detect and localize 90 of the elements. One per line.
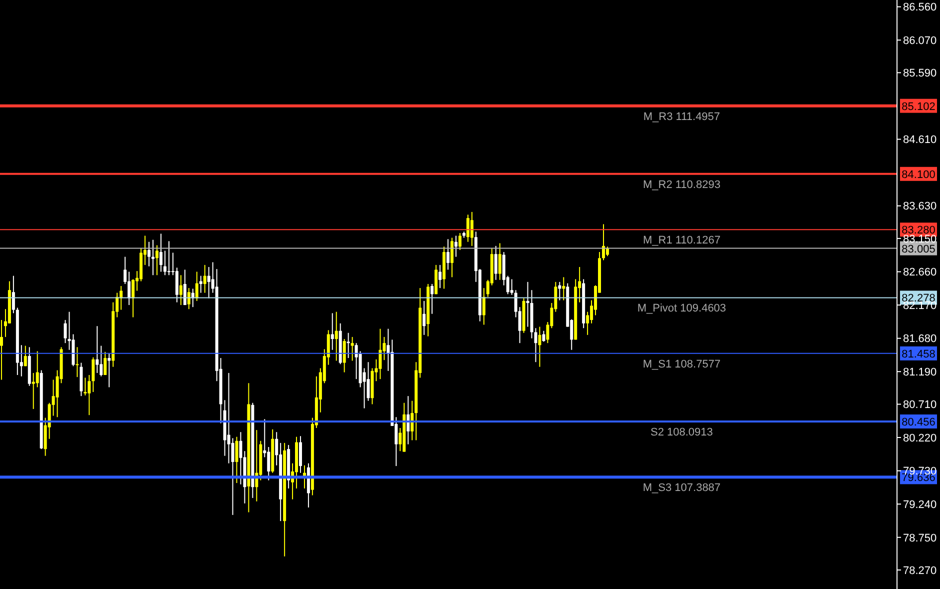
- candlestick: [235, 436, 238, 484]
- annotation: M_R1 110.1267: [642, 234, 720, 247]
- annotation: M_R3 111.4957: [643, 110, 720, 123]
- candlestick: [354, 342, 358, 380]
- candlestick: [175, 267, 178, 303]
- candlestick: [199, 275, 202, 294]
- candlestick: [96, 326, 99, 374]
- candlestick: [183, 269, 186, 306]
- candlestick: [466, 214, 470, 242]
- y-tick-label: 81.190: [903, 366, 937, 379]
- candlestick: [538, 326, 542, 368]
- candlestick: [458, 232, 462, 250]
- candlestick: [151, 239, 154, 276]
- candlestick: [195, 271, 198, 302]
- candlestick: [602, 224, 605, 261]
- candlestick: [227, 372, 230, 464]
- candlestick: [334, 311, 338, 362]
- candlestick: [163, 250, 166, 276]
- candlestick: [36, 350, 39, 388]
- candlestick: [366, 362, 370, 402]
- ref-line-label: 85.102: [902, 100, 936, 113]
- annotation: S2 108.0913: [650, 426, 713, 438]
- candlestick: [64, 319, 67, 344]
- candlestick: [450, 237, 454, 278]
- y-tick-label: 78.270: [903, 564, 937, 577]
- candlestick: [410, 400, 414, 441]
- candlestick: [0, 319, 3, 380]
- candlestick: [267, 446, 270, 481]
- candlestick: [498, 242, 502, 280]
- candlestick: [446, 238, 450, 270]
- candlestick: [526, 281, 530, 328]
- ref-line-label: 83.005: [902, 243, 936, 256]
- y-tick-label: 82.660: [903, 266, 937, 279]
- candlestick: [132, 278, 135, 318]
- y-tick-label: 86.560: [903, 2, 937, 14]
- candlestick: [494, 245, 498, 280]
- y-tick-label: 83.630: [903, 200, 937, 213]
- y-tick-label: 84.610: [903, 134, 937, 146]
- annotation: M_S1 108.7577: [642, 358, 721, 370]
- y-tick-label: 78.750: [903, 532, 937, 544]
- candlestick: [231, 438, 234, 516]
- candlestick: [378, 328, 382, 380]
- candlestick: [470, 211, 474, 246]
- candlestick: [84, 377, 87, 396]
- candlestick: [510, 278, 514, 296]
- candlestick: [108, 352, 111, 388]
- candlestick: [482, 288, 486, 326]
- annotation: M_Pivot 109.4603: [637, 302, 726, 315]
- candlestick: [239, 432, 242, 485]
- candlestick: [342, 338, 346, 373]
- candlestick: [606, 246, 609, 257]
- y-tick-label: 86.070: [903, 34, 937, 47]
- candlestick: [346, 332, 350, 359]
- candlestick: [128, 271, 131, 306]
- candlestick: [179, 274, 182, 306]
- candlestick: [330, 312, 334, 350]
- candlestick: [207, 266, 210, 299]
- candlestick: [534, 328, 538, 363]
- candlestick: [92, 356, 95, 392]
- candlestick: [562, 276, 566, 301]
- candlestick: [167, 240, 170, 276]
- ref-line-label: 80.456: [902, 416, 936, 428]
- candlestick: [24, 345, 27, 367]
- candlestick: [76, 346, 79, 378]
- y-tick-label: 85.590: [903, 68, 937, 80]
- candlestick: [100, 345, 103, 377]
- candlestick: [104, 351, 107, 376]
- candlestick: [12, 275, 15, 314]
- candlestick: [155, 244, 158, 276]
- candlestick: [454, 235, 458, 258]
- candlestick: [422, 300, 426, 336]
- ref-line-label: 81.458: [902, 348, 936, 360]
- candlestick: [159, 233, 162, 272]
- candlestick: [299, 436, 302, 474]
- candlestick: [88, 374, 91, 416]
- ref-line-label: 84.100: [902, 168, 936, 181]
- candlestick: [542, 330, 546, 342]
- y-tick-label: 79.240: [903, 498, 937, 511]
- candlestick: [430, 283, 434, 314]
- candlestick: [32, 372, 35, 410]
- candlestick: [438, 264, 442, 289]
- annotation: M_R2 110.8293: [642, 178, 720, 191]
- y-tick-label: 80.220: [903, 432, 937, 444]
- y-tick-label: 81.680: [903, 333, 937, 346]
- y-tick-label: 80.710: [903, 399, 937, 412]
- candlestick: [187, 288, 190, 310]
- candlestick: [203, 264, 206, 294]
- candlestick: [148, 241, 151, 267]
- candlestick: [350, 336, 354, 362]
- annotation: M_S3 107.3887: [642, 482, 721, 494]
